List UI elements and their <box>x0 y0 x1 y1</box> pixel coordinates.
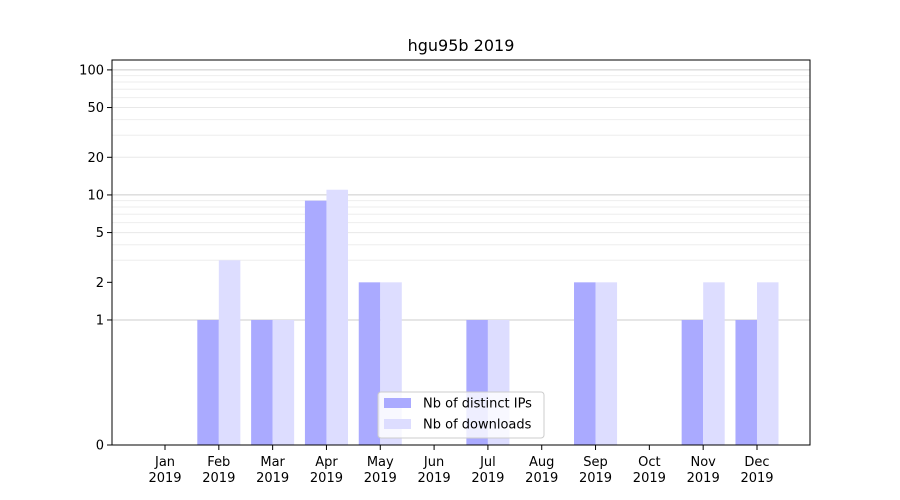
legend-swatch <box>384 398 411 408</box>
bar-downloads <box>272 319 295 445</box>
x-tick-label-month: Jun <box>423 455 444 470</box>
x-tick-label: May 2019 <box>364 455 397 486</box>
y-tick-label: 100 <box>79 63 104 78</box>
x-tick-label-year: 2019 <box>633 471 666 486</box>
x-tick-label-month: Nov <box>690 455 716 470</box>
x-tick-label-year: 2019 <box>471 471 504 486</box>
x-tick-label-month: Aug <box>529 455 554 470</box>
x-tick-label-month: Sep <box>583 455 608 470</box>
x-tick-label: Jun 2019 <box>418 455 451 486</box>
x-tick-label-year: 2019 <box>364 471 397 486</box>
bar-distinct-ips <box>574 282 596 445</box>
x-tick-label-month: May <box>367 455 394 470</box>
x-tick-label-month: Mar <box>260 455 285 470</box>
x-tick-label-year: 2019 <box>418 471 451 486</box>
x-tick-label-month: Apr <box>315 455 338 470</box>
bar-distinct-ips <box>358 282 381 445</box>
bar-downloads <box>326 189 348 445</box>
legend: Nb of distinct IPs Nb of downloads <box>377 391 545 439</box>
x-tick-label-year: 2019 <box>579 471 612 486</box>
y-axis: 0 1 2 5 10 20 50 100 <box>79 63 112 454</box>
bar-downloads <box>218 260 241 445</box>
x-tick-label: Jan 2019 <box>148 455 181 486</box>
y-tick-label: 0 <box>96 439 104 454</box>
bar-distinct-ips <box>197 319 219 445</box>
grid-layer <box>112 69 810 321</box>
x-tick-label-year: 2019 <box>740 471 773 486</box>
bar-downloads <box>595 282 618 445</box>
bar-downloads <box>703 282 725 445</box>
bar-distinct-ips <box>735 319 757 445</box>
x-tick-label-year: 2019 <box>525 471 558 486</box>
y-tick-label: 10 <box>87 188 104 203</box>
x-tick-label-year: 2019 <box>256 471 289 486</box>
bar-distinct-ips <box>304 200 327 445</box>
x-tick-label: Feb 2019 <box>202 455 235 486</box>
x-tick-label: Jul 2019 <box>471 455 504 486</box>
y-tick-label: 5 <box>96 226 104 241</box>
legend-swatch <box>384 419 411 429</box>
bar-distinct-ips <box>251 319 273 445</box>
x-tick-label: Mar 2019 <box>256 455 289 486</box>
legend-label: Nb of distinct IPs <box>423 397 532 412</box>
x-tick-label-month: Feb <box>207 455 230 470</box>
plot-frame <box>111 59 811 446</box>
x-tick-label-year: 2019 <box>310 471 343 486</box>
x-tick-label: Apr 2019 <box>310 455 343 486</box>
x-tick-label-year: 2019 <box>148 471 181 486</box>
x-tick-label-year: 2019 <box>687 471 720 486</box>
x-tick-label-month: Jul <box>479 455 496 470</box>
y-tick-label: 1 <box>96 313 104 328</box>
y-tick-label: 2 <box>96 276 104 291</box>
legend-box <box>377 391 545 439</box>
y-tick-label: 50 <box>87 101 104 116</box>
bar-downloads <box>756 282 779 445</box>
x-tick-label: Nov 2019 <box>687 455 720 486</box>
x-tick-label-month: Dec <box>744 455 769 470</box>
x-tick-label-month: Jan <box>154 455 175 470</box>
legend-label: Nb of downloads <box>423 418 532 433</box>
x-tick-label: Aug 2019 <box>525 455 558 486</box>
bar-distinct-ips <box>681 319 704 445</box>
x-tick-label: Dec 2019 <box>740 455 773 486</box>
y-tick-label: 20 <box>87 151 104 166</box>
chart-title: hgu95b 2019 <box>408 36 515 55</box>
x-tick-label-month: Oct <box>638 455 660 470</box>
x-tick-label: Oct 2019 <box>633 455 666 486</box>
x-tick-label-year: 2019 <box>202 471 235 486</box>
x-tick-label: Sep 2019 <box>579 455 612 486</box>
